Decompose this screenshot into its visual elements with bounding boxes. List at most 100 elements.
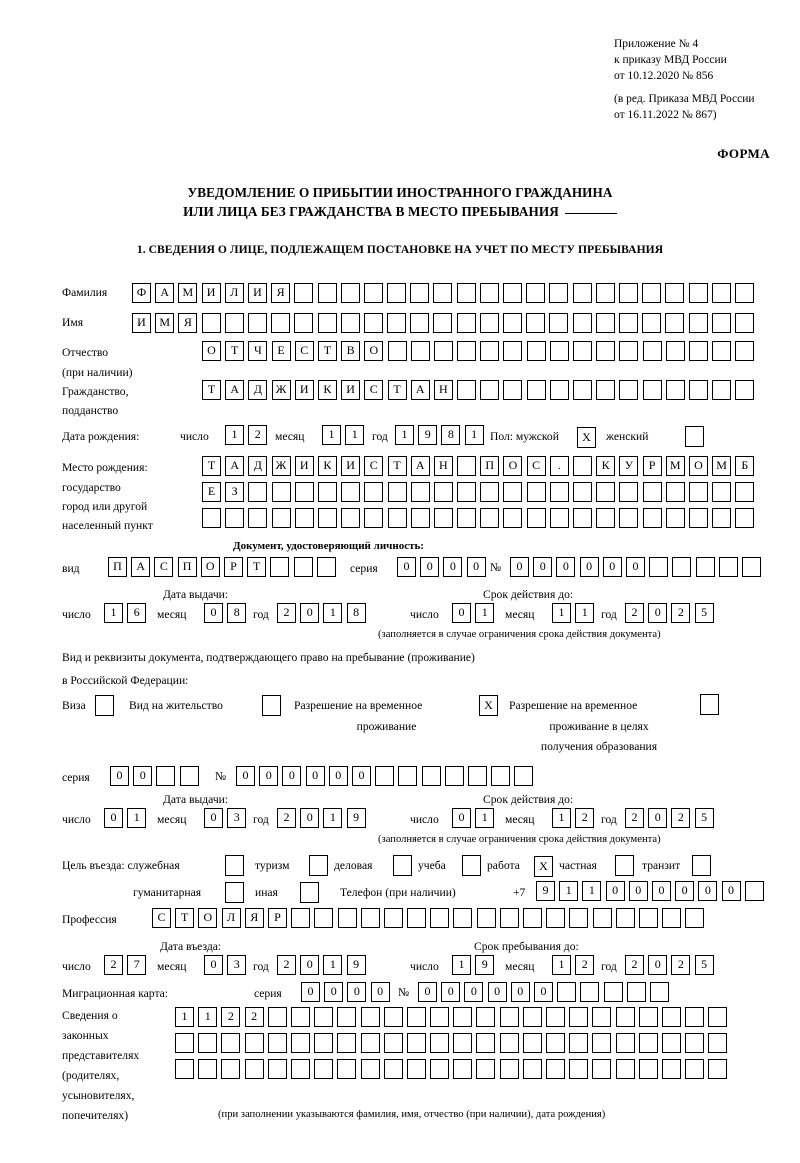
char-cell[interactable] — [735, 482, 755, 502]
char-cell[interactable] — [503, 508, 523, 528]
char-cell[interactable] — [410, 313, 430, 333]
char-cell[interactable] — [248, 482, 268, 502]
char-cell[interactable] — [573, 341, 592, 361]
char-cell[interactable] — [522, 1007, 542, 1027]
char-cell[interactable]: Л — [221, 908, 241, 928]
visa-checkbox[interactable] — [95, 695, 114, 716]
char-cell[interactable] — [430, 1007, 450, 1027]
char-cell[interactable] — [156, 766, 176, 786]
char-cell[interactable]: З — [225, 482, 245, 502]
char-cell[interactable]: 1 — [464, 425, 484, 445]
char-cell[interactable]: П — [480, 456, 500, 476]
char-cell[interactable] — [546, 1007, 565, 1027]
char-cell[interactable] — [596, 482, 616, 502]
char-cell[interactable] — [592, 908, 612, 928]
char-cell[interactable]: А — [131, 557, 151, 577]
char-cell[interactable]: 0 — [133, 766, 153, 786]
char-cell[interactable]: 0 — [328, 766, 348, 786]
char-cell[interactable]: 1 — [322, 425, 341, 445]
char-cell[interactable]: 2 — [221, 1007, 241, 1027]
char-cell[interactable] — [546, 908, 566, 928]
char-cell[interactable]: О — [503, 456, 523, 476]
char-cell[interactable]: И — [294, 456, 314, 476]
char-cell[interactable]: Ч — [248, 341, 268, 361]
char-cell[interactable] — [503, 313, 522, 333]
char-cell[interactable] — [363, 313, 383, 333]
char-cell[interactable] — [661, 1007, 681, 1027]
char-cell[interactable]: 1 — [104, 603, 123, 623]
char-cell[interactable]: 0 — [628, 881, 648, 901]
char-cell[interactable]: 1 — [552, 955, 571, 975]
char-cell[interactable] — [615, 1007, 635, 1027]
char-cell[interactable] — [244, 1059, 264, 1079]
char-cell[interactable]: 1 — [175, 1007, 194, 1027]
char-cell[interactable] — [514, 766, 534, 786]
char-cell[interactable] — [387, 508, 407, 528]
char-cell[interactable] — [688, 313, 708, 333]
sex-male-checkbox[interactable]: X — [577, 427, 596, 448]
char-cell[interactable] — [642, 313, 662, 333]
char-cell[interactable]: 0 — [533, 982, 553, 1002]
char-cell[interactable] — [479, 313, 499, 333]
char-cell[interactable]: Т — [387, 456, 407, 476]
purpose-humanitarian-checkbox[interactable] — [225, 882, 244, 903]
char-cell[interactable] — [337, 1033, 357, 1053]
char-cell[interactable] — [549, 508, 569, 528]
char-cell[interactable] — [410, 341, 430, 361]
char-cell[interactable] — [688, 482, 708, 502]
char-cell[interactable] — [638, 1033, 658, 1053]
char-cell[interactable]: 2 — [575, 955, 595, 975]
char-cell[interactable] — [712, 508, 732, 528]
char-cell[interactable]: 1 — [552, 808, 571, 828]
char-cell[interactable] — [526, 482, 546, 502]
char-cell[interactable] — [522, 1033, 542, 1053]
char-cell[interactable] — [615, 1033, 635, 1053]
char-cell[interactable] — [549, 283, 569, 303]
char-cell[interactable]: 0 — [204, 603, 223, 623]
char-cell[interactable]: 0 — [648, 955, 668, 975]
char-cell[interactable] — [476, 1007, 496, 1027]
char-cell[interactable]: Р — [223, 557, 243, 577]
char-cell[interactable]: 9 — [418, 425, 438, 445]
char-cell[interactable]: Е — [202, 482, 221, 502]
char-cell[interactable] — [665, 283, 685, 303]
char-cell[interactable]: А — [155, 283, 175, 303]
char-cell[interactable] — [410, 508, 430, 528]
char-cell[interactable] — [526, 508, 546, 528]
char-cell[interactable]: 0 — [104, 808, 123, 828]
char-cell[interactable] — [364, 508, 384, 528]
char-cell[interactable]: Ж — [271, 380, 291, 400]
char-cell[interactable]: 0 — [721, 881, 741, 901]
char-cell[interactable] — [360, 1007, 380, 1027]
char-cell[interactable]: Т — [247, 557, 267, 577]
char-cell[interactable] — [688, 283, 708, 303]
char-cell[interactable]: Т — [202, 456, 221, 476]
char-cell[interactable] — [457, 380, 477, 400]
char-cell[interactable] — [688, 508, 708, 528]
char-cell[interactable] — [456, 313, 476, 333]
char-cell[interactable]: Ж — [271, 456, 291, 476]
char-cell[interactable] — [618, 283, 638, 303]
char-cell[interactable] — [711, 283, 731, 303]
char-cell[interactable]: 0 — [305, 766, 325, 786]
char-cell[interactable]: П — [108, 557, 127, 577]
char-cell[interactable] — [480, 482, 500, 502]
char-cell[interactable] — [317, 283, 337, 303]
char-cell[interactable]: 0 — [301, 982, 320, 1002]
char-cell[interactable]: И — [341, 456, 361, 476]
char-cell[interactable] — [341, 482, 361, 502]
char-cell[interactable]: 0 — [648, 603, 668, 623]
char-cell[interactable] — [503, 283, 522, 303]
char-cell[interactable]: 5 — [694, 955, 714, 975]
char-cell[interactable]: 2 — [671, 603, 691, 623]
char-cell[interactable]: 1 — [582, 881, 602, 901]
